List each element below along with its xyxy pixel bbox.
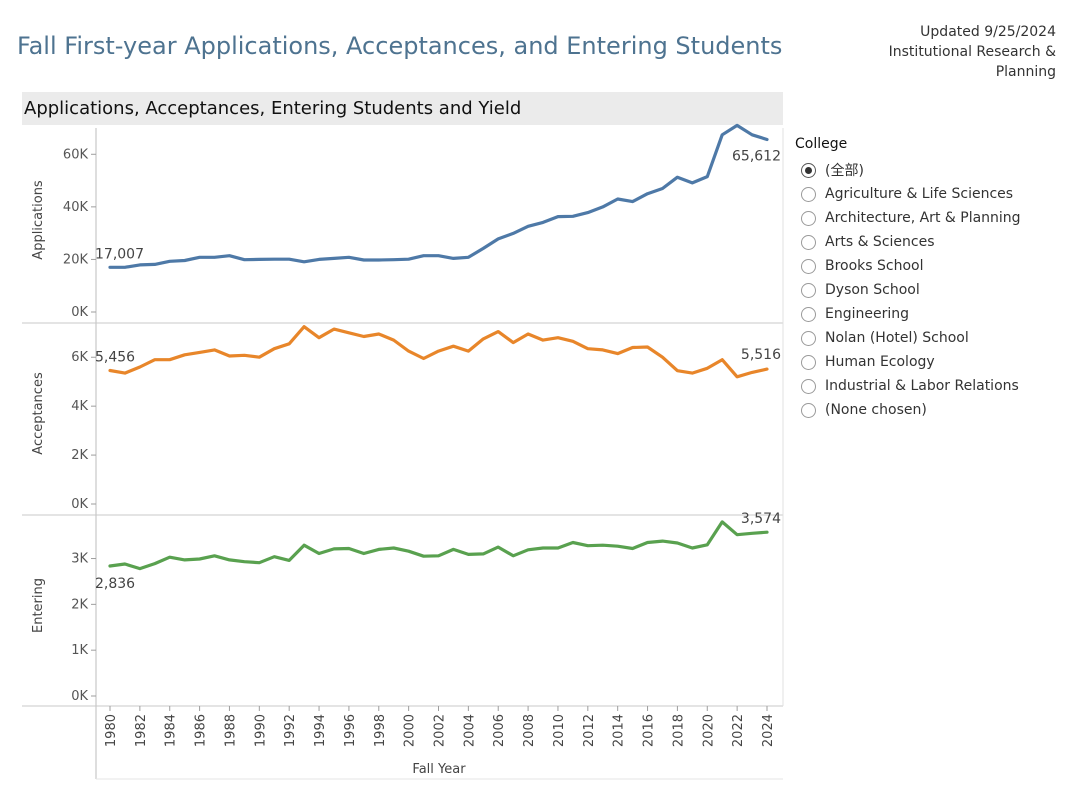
acceptances-axis-title: Acceptances	[31, 372, 46, 455]
y-tick-label: 60K	[63, 147, 89, 162]
office-name-line1: Institutional Research &	[888, 44, 1056, 60]
entering-end-label: 3,574	[741, 511, 781, 527]
x-tick-label: 1996	[343, 714, 358, 747]
college-filter: College (全部) Agriculture & Life Sciences A…	[795, 136, 1021, 422]
y-tick-label: 2K	[71, 448, 88, 463]
radio-empty-icon[interactable]	[801, 234, 816, 250]
college-option[interactable]: Nolan (Hotel) School	[795, 326, 1021, 350]
college-option-label: Architecture, Art & Planning	[825, 210, 1021, 226]
college-option[interactable]: Brooks School	[795, 254, 1021, 278]
college-option-label: Agriculture & Life Sciences	[825, 186, 1014, 202]
y-tick-label: 20K	[63, 252, 89, 267]
applications-end-label: 65,612	[732, 149, 781, 165]
entering-line	[108, 520, 769, 571]
x-tick-label: 2020	[701, 714, 716, 747]
page-title: Fall First-year Applications, Acceptance…	[17, 32, 783, 60]
college-option-label: Dyson School	[825, 282, 920, 298]
x-tick-label: 1982	[134, 714, 149, 747]
y-tick-label: 6K	[71, 350, 88, 365]
acceptances-end-label: 5,516	[741, 347, 781, 363]
college-option[interactable]: Architecture, Art & Planning	[795, 206, 1021, 230]
x-tick-label: 1988	[223, 714, 238, 747]
x-tick-label: 2014	[612, 714, 627, 747]
x-tick-label: 2024	[761, 714, 776, 747]
x-tick-label: 1980	[104, 714, 119, 747]
radio-empty-icon[interactable]	[801, 282, 816, 298]
entering-start-label: 2,836	[95, 576, 135, 592]
chart-subheader-text: Applications, Acceptances, Entering Stud…	[24, 98, 522, 119]
radio-selected-icon[interactable]	[801, 162, 816, 178]
x-tick-label: 1986	[194, 714, 209, 747]
office-name-line2: Planning	[995, 64, 1056, 80]
x-tick-label: 2016	[642, 714, 657, 747]
x-tick-label: 1990	[253, 714, 268, 747]
radio-empty-icon[interactable]	[801, 330, 816, 346]
radio-empty-icon[interactable]	[801, 186, 816, 202]
college-option[interactable]: (全部)	[795, 158, 1021, 182]
x-tick-label: 2018	[671, 714, 686, 747]
college-option[interactable]: Industrial & Labor Relations	[795, 374, 1021, 398]
chart-subheader: Applications, Acceptances, Entering Stud…	[22, 92, 783, 125]
x-tick-label: 2022	[731, 714, 746, 747]
x-tick-label: 1992	[283, 714, 298, 747]
college-option-label: Engineering	[825, 306, 909, 322]
update-info: Updated 9/25/2024 Institutional Research…	[889, 22, 1056, 82]
y-tick-label: 40K	[63, 200, 89, 215]
acceptances-line	[108, 325, 769, 379]
college-option-label: Brooks School	[825, 258, 924, 274]
college-option-label: Industrial & Labor Relations	[825, 378, 1019, 394]
y-tick-label: 3K	[71, 552, 88, 567]
radio-empty-icon[interactable]	[801, 402, 816, 418]
x-tick-label: 2002	[433, 714, 448, 747]
college-option[interactable]: Dyson School	[795, 278, 1021, 302]
x-tick-label: 2000	[403, 714, 418, 747]
college-filter-title: College	[795, 136, 848, 152]
entering-axis-title: Entering	[31, 578, 46, 633]
x-tick-label: 2006	[492, 714, 507, 747]
x-tick-label: 1998	[373, 714, 388, 747]
college-option[interactable]: (None chosen)	[795, 398, 1021, 422]
x-axis-title: Fall Year	[412, 762, 466, 777]
college-option[interactable]: Arts & Sciences	[795, 230, 1021, 254]
radio-empty-icon[interactable]	[801, 354, 816, 370]
college-option-label: Nolan (Hotel) School	[825, 330, 969, 346]
y-tick-label: 1K	[71, 643, 88, 658]
radio-empty-icon[interactable]	[801, 258, 816, 274]
x-tick-label: 2004	[462, 714, 477, 747]
y-tick-label: 0K	[71, 689, 88, 704]
updated-date: Updated 9/25/2024	[920, 24, 1056, 40]
x-tick-label: 1994	[313, 714, 328, 747]
college-option-label: (全部)	[825, 163, 864, 179]
college-option[interactable]: Agriculture & Life Sciences	[795, 182, 1021, 206]
y-tick-label: 4K	[71, 399, 88, 414]
y-tick-label: 0K	[71, 305, 88, 320]
applications-axis-title: Applications	[31, 180, 46, 260]
y-tick-label: 2K	[71, 597, 88, 612]
college-option[interactable]: Engineering	[795, 302, 1021, 326]
radio-empty-icon[interactable]	[801, 210, 816, 226]
college-options: (全部) Agriculture & Life Sciences Architect…	[795, 158, 1021, 422]
x-tick-label: 2008	[522, 714, 537, 747]
college-option-label: (None chosen)	[825, 402, 927, 418]
x-tick-label: 2010	[552, 714, 567, 747]
college-option-label: Human Ecology	[825, 354, 935, 370]
x-tick-label: 2012	[582, 714, 597, 747]
applications-line	[108, 123, 769, 269]
college-option[interactable]: Human Ecology	[795, 350, 1021, 374]
radio-empty-icon[interactable]	[801, 378, 816, 394]
applications-start-label: 17,007	[95, 246, 144, 262]
x-tick-label: 1984	[164, 714, 179, 747]
college-option-label: Arts & Sciences	[825, 234, 935, 250]
line-chart: 0K 20K 40K 60K Applications 17,007 65,612 0K 2K 4…	[22, 123, 784, 780]
radio-empty-icon[interactable]	[801, 306, 816, 322]
y-tick-label: 0K	[71, 497, 88, 512]
acceptances-start-label: 5,456	[95, 350, 135, 366]
